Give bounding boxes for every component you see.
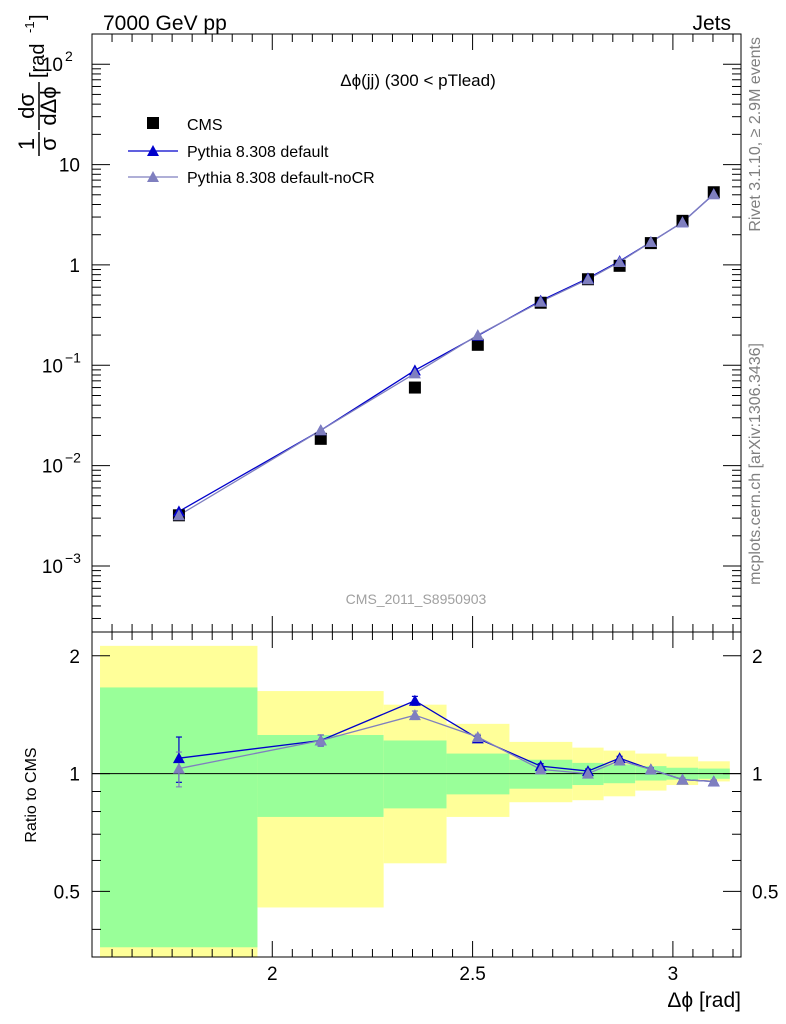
main-point-pythia-nocr bbox=[613, 255, 626, 267]
main-line-pythia-nocr bbox=[178, 193, 715, 516]
x-axis-label: Δϕ [rad] bbox=[667, 989, 741, 1012]
ratio-point-pythia-nocr bbox=[581, 767, 594, 779]
main-point-pythia-nocr bbox=[408, 367, 421, 379]
ratio-point-pythia-nocr bbox=[314, 734, 327, 746]
legend-marker-pythia-default bbox=[147, 145, 159, 156]
ratio-y-tick-label-right: 0.5 bbox=[752, 882, 778, 903]
ylabel-num1: 1 bbox=[14, 138, 39, 150]
ratio-point-pythia-nocr bbox=[676, 773, 689, 785]
main-point-cms bbox=[408, 381, 421, 394]
ylabel-unit: [rad bbox=[27, 44, 49, 78]
process-label: Jets bbox=[692, 12, 731, 35]
ratio-point-pythia-default bbox=[408, 694, 421, 706]
legend-marker-pythia-nocr bbox=[147, 171, 159, 182]
ratio-x-tick-label: 2.5 bbox=[459, 964, 485, 985]
ratio-point-pythia-nocr bbox=[408, 709, 421, 721]
ylabel-unit-exp: -1 bbox=[22, 21, 37, 33]
ratio-y-tick-label-left: 0.5 bbox=[54, 882, 80, 903]
ratio-point-pythia-nocr bbox=[172, 762, 185, 774]
main-point-cms bbox=[314, 432, 327, 445]
ratio-point-pythia-nocr bbox=[613, 754, 626, 766]
energy-label: 7000 GeV pp bbox=[103, 12, 227, 35]
main-point-pythia-nocr bbox=[172, 509, 185, 521]
main-y-axis-label: 1 σ dσ dΔϕ [rad -1 ] bbox=[14, 14, 61, 156]
ratio-point-pythia-nocr bbox=[707, 775, 720, 787]
ylabel-unit-close: ] bbox=[27, 14, 49, 20]
ratio-point-pythia-default bbox=[172, 752, 185, 764]
main-y-tick-label: 10 bbox=[42, 557, 63, 578]
legend-label-pythia-nocr: Pythia 8.308 default-noCR bbox=[187, 170, 375, 187]
main-point-pythia-nocr bbox=[707, 188, 720, 200]
legend-label-pythia-default: Pythia 8.308 default bbox=[187, 144, 329, 161]
analysis-watermark: CMS_2011_S8950903 bbox=[346, 591, 487, 607]
panel-title: Δϕ(jj) (300 < pTlead) bbox=[340, 71, 496, 90]
ratio-plot-panel: 2 2.5 3 0.5 0.5 1 1 2 2 Ratio to CMS Δϕ [rad] bbox=[23, 631, 778, 1012]
ratio-y-axis-label: Ratio to CMS bbox=[23, 747, 40, 842]
main-y-tick-exponent: −1 bbox=[65, 349, 81, 365]
ylabel-den2: dΔϕ bbox=[36, 86, 61, 125]
main-y-tick-label: 1 bbox=[69, 256, 80, 277]
main-y-tick-exponent: −3 bbox=[65, 550, 81, 566]
ratio-y-tick-label-left: 2 bbox=[69, 647, 80, 668]
main-line-pythia-default bbox=[178, 193, 715, 512]
main-y-tick-label: 10 bbox=[42, 457, 63, 478]
ylabel-den1: σ bbox=[36, 137, 61, 151]
legend-label-cms: CMS bbox=[187, 117, 223, 134]
ratio-point-pythia-nocr bbox=[534, 763, 547, 775]
main-y-tick-exponent: 2 bbox=[65, 48, 73, 64]
ratio-plot-frame bbox=[91, 631, 742, 958]
main-y-tick-exponent: −2 bbox=[65, 450, 81, 466]
ratio-y-tick-label-right: 1 bbox=[752, 765, 763, 786]
ratio-y-tick-label-left: 1 bbox=[69, 765, 80, 786]
legend-marker-cms bbox=[147, 117, 159, 129]
mcplots-label: mcplots.cern.ch [arXiv:1306.3436] bbox=[747, 343, 764, 585]
main-y-tick-label: 10 bbox=[42, 356, 63, 377]
ratio-point-pythia-nocr bbox=[471, 731, 484, 743]
main-y-tick-label: 10 bbox=[42, 55, 63, 76]
ratio-line-pythia-nocr bbox=[178, 714, 714, 783]
main-point-pythia-nocr bbox=[644, 236, 657, 248]
main-y-tick-label: 10 bbox=[59, 156, 80, 177]
ratio-band-green bbox=[383, 740, 447, 809]
main-point-pythia-nocr bbox=[534, 295, 547, 307]
ratio-band-green bbox=[100, 687, 258, 948]
ratio-y-tick-label-right: 2 bbox=[752, 647, 763, 668]
ratio-x-tick-label: 2 bbox=[267, 964, 278, 985]
ratio-point-pythia-nocr bbox=[644, 763, 657, 775]
main-point-pythia-nocr bbox=[581, 273, 594, 285]
rivet-label: Rivet 3.1.10, ≥ 2.9M events bbox=[747, 37, 764, 232]
ratio-band-green bbox=[257, 734, 384, 817]
main-point-pythia-nocr bbox=[676, 216, 689, 228]
main-point-cms bbox=[471, 338, 484, 351]
ylabel-num2: dσ bbox=[14, 93, 39, 119]
legend: CMS Pythia 8.308 default Pythia 8.308 de… bbox=[128, 117, 375, 187]
ratio-x-tick-label: 3 bbox=[668, 964, 679, 985]
main-point-pythia-nocr bbox=[471, 329, 484, 341]
main-point-pythia-nocr bbox=[314, 424, 327, 436]
